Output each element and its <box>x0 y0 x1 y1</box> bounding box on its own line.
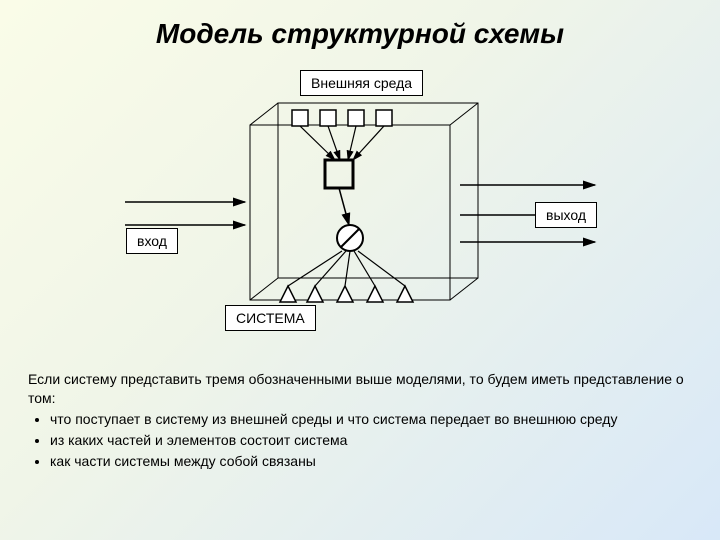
label-input: вход <box>126 228 178 254</box>
list-item: как части системы между собой связаны <box>50 452 692 471</box>
intro-text: Если систему представить тремя обозначен… <box>28 370 692 408</box>
label-output: выход <box>535 202 597 228</box>
list-item: что поступает в систему из внешней среды… <box>50 410 692 429</box>
page-title: Модель структурной схемы <box>0 0 720 50</box>
label-system: СИСТЕМА <box>225 305 316 331</box>
bullet-list: что поступает в систему из внешней среды… <box>28 410 692 471</box>
body-text: Если систему представить тремя обозначен… <box>28 370 692 472</box>
structural-diagram: Внешняя среда вход выход СИСТЕМА <box>100 70 620 350</box>
list-item: из каких частей и элементов состоит сист… <box>50 431 692 450</box>
label-external-env: Внешняя среда <box>300 70 423 96</box>
